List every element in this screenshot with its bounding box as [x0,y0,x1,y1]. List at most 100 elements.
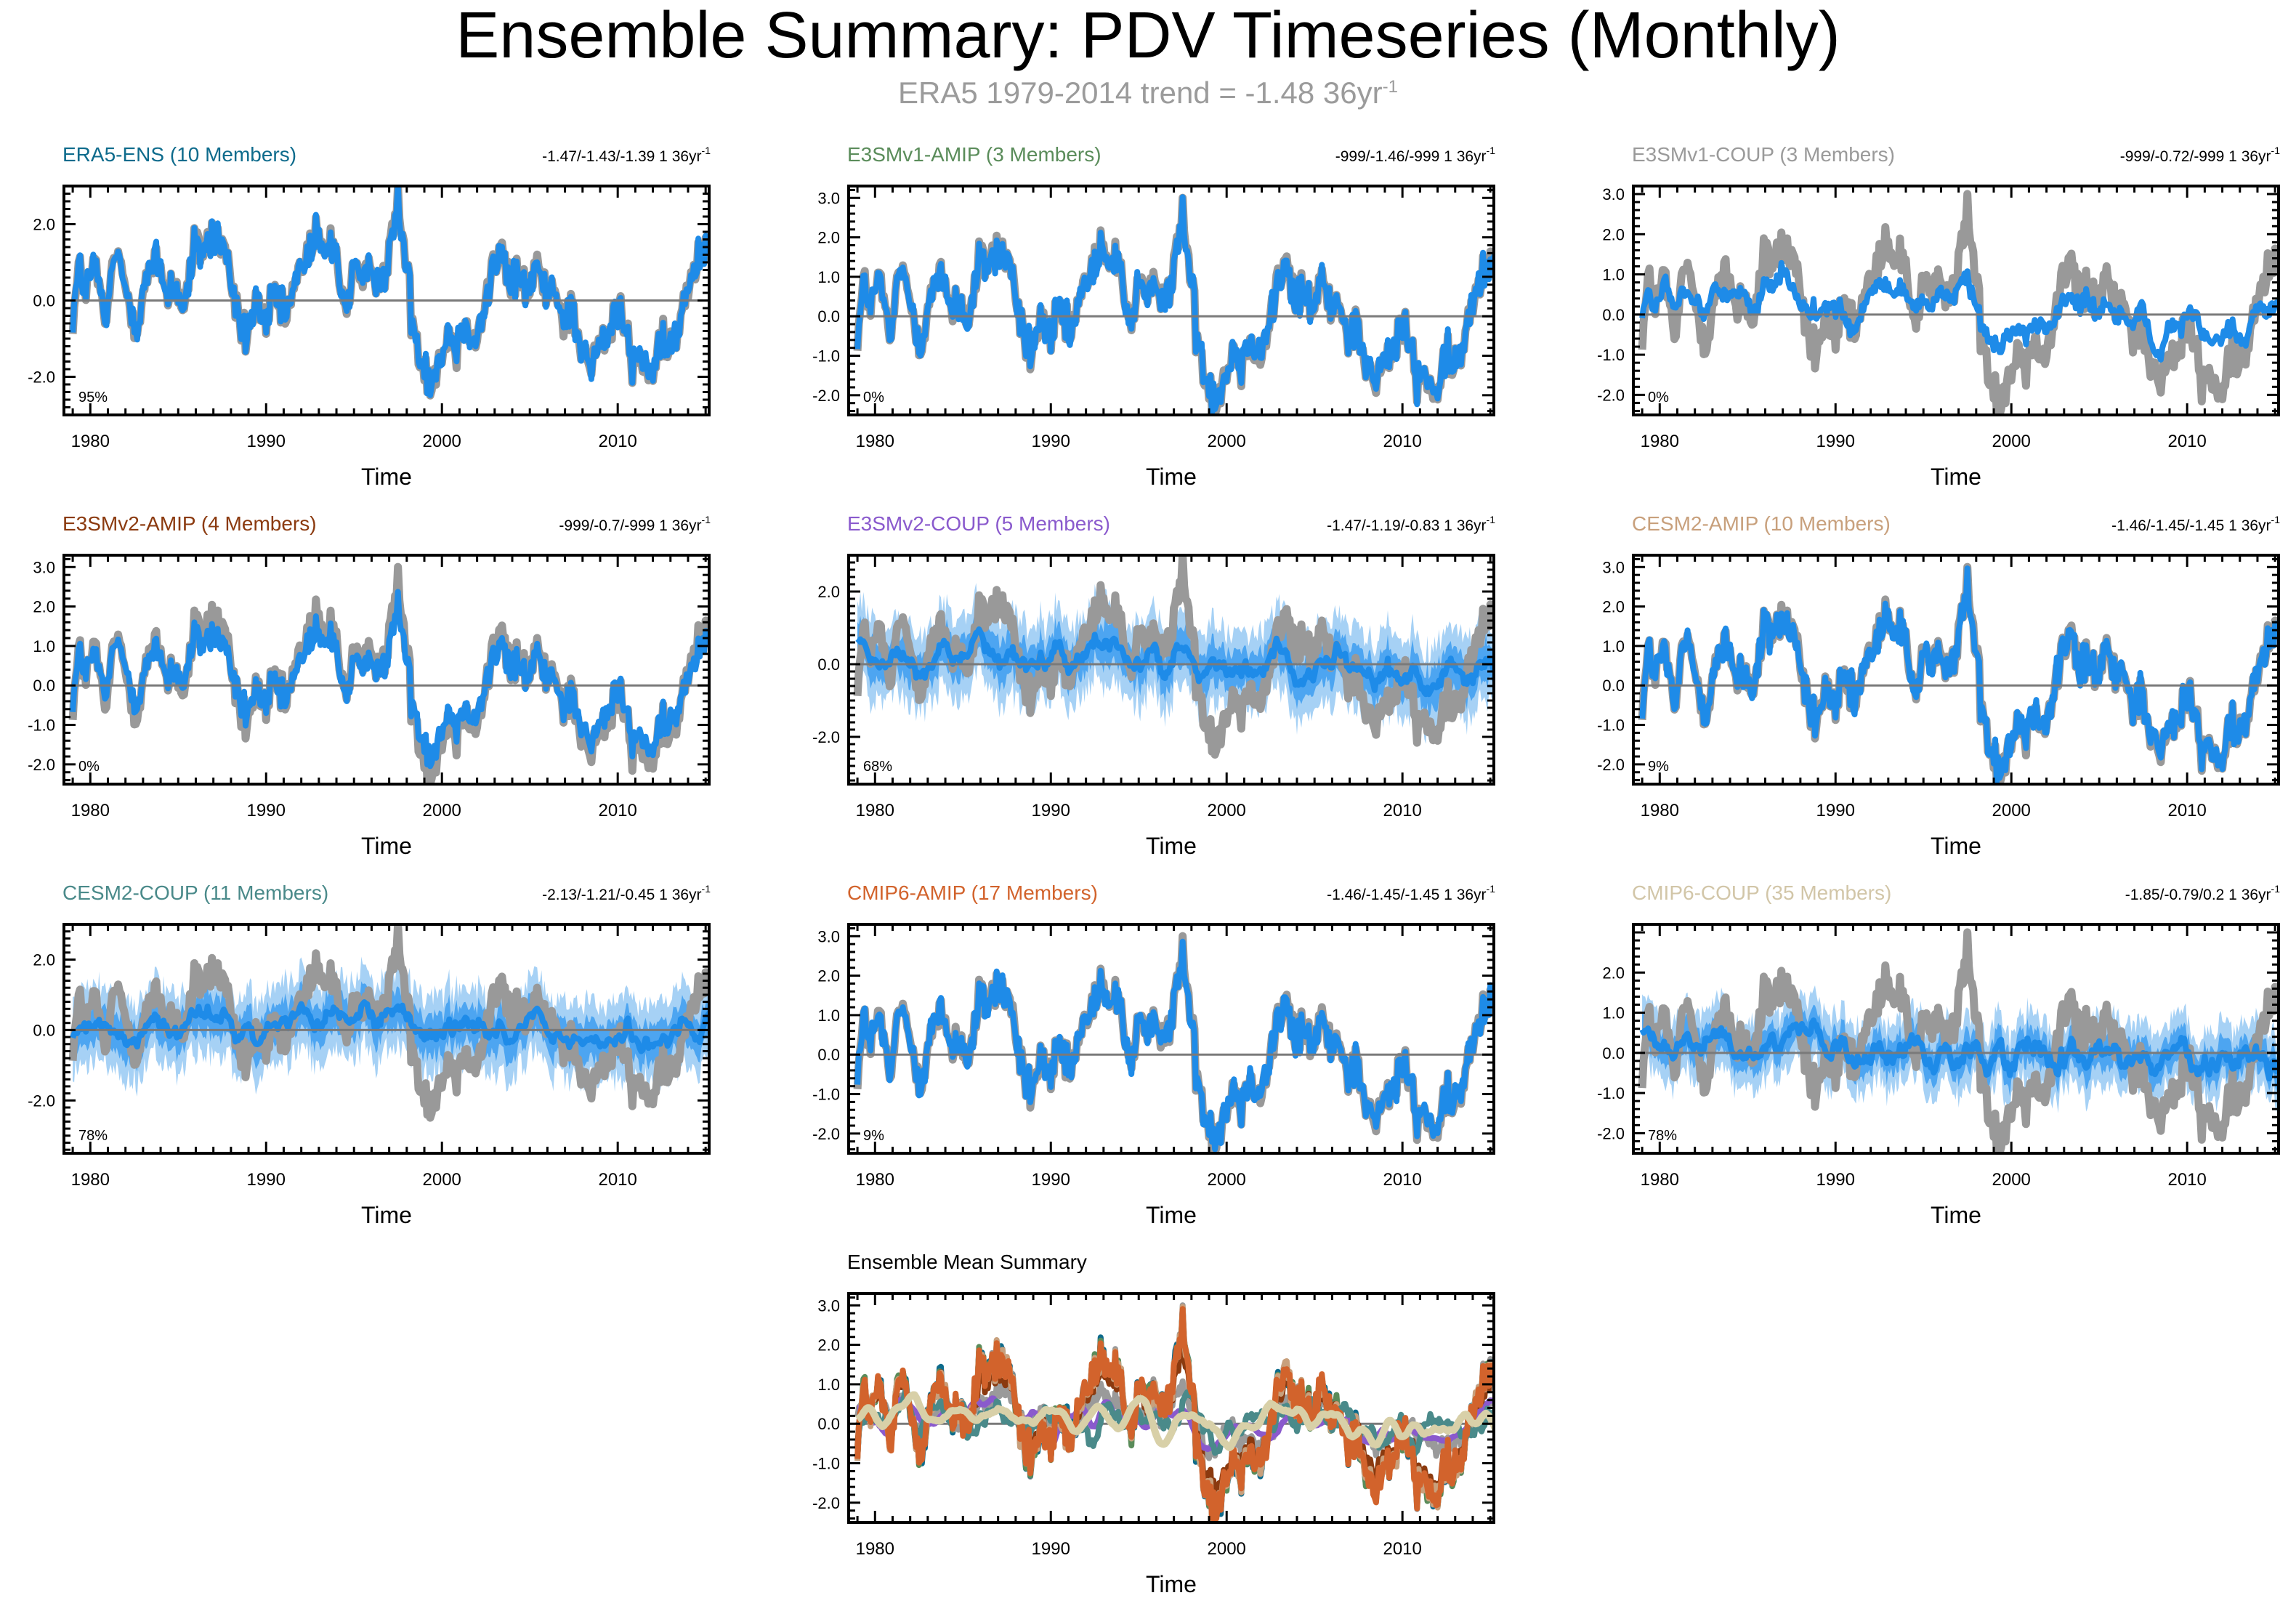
y-tick-label: 3.0 [817,927,840,945]
y-tick-label: -1.0 [812,1086,840,1104]
y-tick-label: 1.0 [817,1376,840,1394]
y-tick-label: 2.0 [33,598,55,616]
ensemble-mean-line [1639,565,2279,784]
x-tick-label: 2000 [1208,1170,1246,1190]
percent-label: 0% [1648,390,1669,405]
percent-label: 68% [863,759,892,775]
x-axis-label: Time [1931,464,1981,490]
panel-trend: -1.46/-1.45/-1.45 1 36yr-1 [2111,514,2280,534]
y-tick-label: 0.0 [33,292,55,310]
x-tick-label: 1990 [1032,801,1070,820]
x-tick-label: 2000 [1992,801,2031,820]
obs-line [68,924,709,1122]
y-tick-label: -2.0 [28,756,55,774]
y-tick-label: 2.0 [817,967,840,985]
panel-title: CMIP6-COUP (35 Members) [1632,881,1891,904]
y-tick-label: 0.0 [1602,306,1625,324]
y-tick-label: 1.0 [1602,637,1625,655]
ensemble-mean-line [70,999,709,1054]
plot-area [64,924,709,1122]
y-tick-label: 0.0 [817,1415,840,1433]
panel-e3smv2-amip: E3SMv2-AMIP (4 Members) -999/-0.7/-999 1 … [28,512,711,859]
y-tick-label: 0.0 [817,1046,840,1064]
y-tick-label: 3.0 [1602,185,1625,203]
y-tick-label: 2.0 [1602,964,1625,982]
x-tick-label: 1980 [1641,801,1679,820]
ensemble-mean-line [1639,1017,2279,1082]
panel-trend: -1.47/-1.43/-1.39 1 36yr-1 [542,145,711,165]
y-tick-label: -1.0 [1597,1084,1625,1102]
obs-line [1638,190,2279,415]
x-tick-label: 1980 [71,432,110,451]
x-tick-label: 2010 [598,432,636,451]
x-tick-label: 1990 [1032,1170,1070,1190]
plot-area [1633,928,2279,1153]
x-tick-label: 1990 [1816,1170,1855,1190]
y-tick-label: -1.0 [1597,346,1625,364]
x-tick-label: 2010 [1383,1539,1421,1559]
trend-exponent: -1 [1487,145,1496,156]
x-axis-label: Time [1931,833,1981,859]
x-tick-label: 1980 [856,432,894,451]
x-axis-label: Time [361,464,412,490]
x-tick-label: 2000 [423,1170,461,1190]
axes-frame [1632,185,2280,416]
x-axis-label: Time [361,833,412,859]
x-tick-label: 1990 [247,801,286,820]
panel-title: CESM2-AMIP (10 Members) [1632,512,1891,535]
plot-area [1633,190,2279,415]
x-tick-label: 2010 [2167,432,2206,451]
y-tick-label: -2.0 [812,728,840,746]
x-tick-label: 1980 [856,801,894,820]
x-tick-label: 2010 [1383,432,1421,451]
x-tick-label: 2010 [598,1170,636,1190]
x-tick-label: 2000 [423,432,461,451]
x-tick-label: 2010 [598,801,636,820]
y-tick-label: 2.0 [1602,225,1625,243]
panel-e3smv1-amip: E3SMv1-AMIP (3 Members) -999/-1.46/-999 1… [812,143,1495,490]
y-tick-label: 0.0 [817,655,840,674]
y-tick-label: 1.0 [1602,266,1625,284]
panel-title: E3SMv1-AMIP (3 Members) [847,143,1101,166]
x-axis-label: Time [1146,464,1197,490]
trend-exponent: -1 [1487,514,1496,525]
y-tick-label: -2.0 [812,1125,840,1143]
y-tick-label: -2.0 [812,387,840,405]
figure-subtitle: ERA5 1979-2014 trend = -1.48 36yr-1 [0,76,2296,110]
ensemble-mean-line [70,186,709,398]
y-tick-label: 3.0 [817,1296,840,1315]
x-tick-label: 1990 [1032,1539,1070,1559]
panel-trend: -1.46/-1.45/-1.45 1 36yr-1 [1327,883,1495,903]
x-tick-label: 2010 [2167,801,2206,820]
x-tick-label: 1980 [1641,1170,1679,1190]
x-tick-label: 1990 [1816,801,1855,820]
y-tick-label: -2.0 [1597,386,1625,404]
panel-e3smv1-coup: E3SMv1-COUP (3 Members) -999/-0.72/-999 1… [1597,143,2280,490]
y-tick-label: 0.0 [33,677,55,695]
panel-cesm2-amip: CESM2-AMIP (10 Members) -1.46/-1.45/-1.45… [1597,512,2280,859]
x-axis-label: Time [1931,1202,1981,1228]
figure-title: Ensemble Summary: PDV Timeseries (Monthl… [456,0,1840,72]
trend-exponent: -1 [2271,883,2281,895]
y-tick-label: -2.0 [28,1091,55,1110]
trend-exponent: -1 [702,883,711,895]
panel-e3smv2-coup: E3SMv2-COUP (5 Members) -1.47/-1.19/-0.83… [812,512,1496,859]
x-tick-label: 1990 [1032,432,1070,451]
panel-trend: -999/-1.46/-999 1 36yr-1 [1335,145,1495,165]
series-line-cmip6-amip [854,1306,1494,1522]
y-tick-label: -2.0 [1597,1124,1625,1142]
x-tick-label: 2010 [2167,1170,2206,1190]
x-tick-label: 2000 [1208,1539,1246,1559]
x-tick-label: 1980 [856,1170,894,1190]
y-tick-label: 3.0 [1602,558,1625,576]
trend-exponent: -1 [1487,883,1496,895]
panel-trend: -999/-0.7/-999 1 36yr-1 [559,514,711,534]
panel-trend: -1.85/-0.79/0.2 1 36yr-1 [2125,883,2280,903]
x-axis-label: Time [1146,1202,1197,1228]
y-tick-label: 0.0 [817,307,840,326]
x-axis-label: Time [1146,1571,1197,1597]
x-tick-label: 1980 [71,1170,110,1190]
x-tick-label: 2000 [423,801,461,820]
spread-inner [73,980,709,1073]
